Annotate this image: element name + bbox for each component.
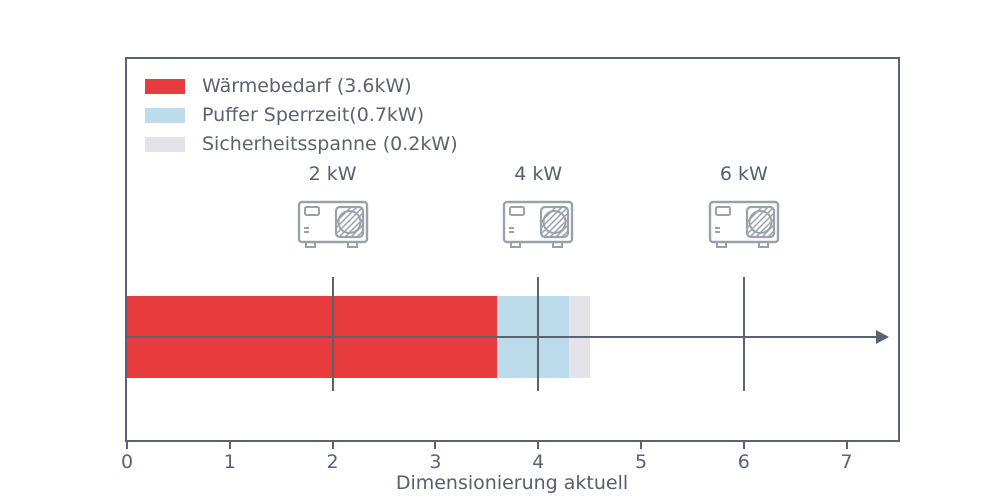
- arrow-head-icon: [876, 330, 889, 344]
- x-tick-mark: [228, 442, 231, 449]
- x-tick-mark: [845, 442, 848, 449]
- x-tick-mark: [537, 442, 540, 449]
- x-tick-mark: [640, 442, 642, 449]
- x-axis-arrow: [127, 330, 889, 344]
- heat-pump-icon: [296, 196, 370, 250]
- pump-size-label: 6 kW: [719, 163, 768, 185]
- pump-marker-line: [331, 277, 334, 391]
- x-tick-label: 5: [634, 451, 648, 473]
- heat-pump-icon: [707, 196, 781, 250]
- legend-item: Sicherheitsspanne (0.2kW): [145, 133, 458, 155]
- legend-swatch: [145, 136, 185, 152]
- x-tick-mark: [126, 442, 128, 449]
- plot-area: Wärmebedarf (3.6kW) Puffer Sperrzeit(0.7k…: [125, 57, 900, 442]
- x-tick-mark: [742, 442, 745, 449]
- x-tick-label: 4: [532, 451, 545, 473]
- x-tick-label: 0: [120, 451, 134, 473]
- heat-pump-icon: [501, 196, 575, 250]
- legend-swatch: [145, 78, 185, 94]
- x-tick-label: 6: [737, 451, 750, 473]
- legend-label: Wärmebedarf (3.6kW): [202, 75, 412, 97]
- legend: Wärmebedarf (3.6kW) Puffer Sperrzeit(0.7k…: [145, 75, 458, 155]
- pump-size-label: 2 kW: [308, 163, 357, 185]
- legend-label: Puffer Sperrzeit(0.7kW): [202, 104, 425, 126]
- legend-item: Wärmebedarf (3.6kW): [145, 75, 458, 97]
- x-tick-label: 1: [223, 451, 236, 473]
- x-tick-label: 2: [326, 451, 339, 473]
- x-tick-label: 7: [840, 451, 853, 473]
- pump-marker-line: [742, 277, 745, 391]
- pump-size-label: 4 kW: [514, 163, 563, 185]
- legend-swatch: [145, 107, 185, 123]
- x-tick-mark: [434, 442, 437, 449]
- x-tick-label: 3: [429, 451, 442, 473]
- legend-label: Sicherheitsspanne (0.2kW): [202, 133, 458, 155]
- pump-marker-line: [537, 277, 540, 391]
- x-tick-mark: [331, 442, 334, 449]
- legend-item: Puffer Sperrzeit(0.7kW): [145, 104, 458, 126]
- x-axis-label: Dimensionierung aktuell: [395, 472, 629, 494]
